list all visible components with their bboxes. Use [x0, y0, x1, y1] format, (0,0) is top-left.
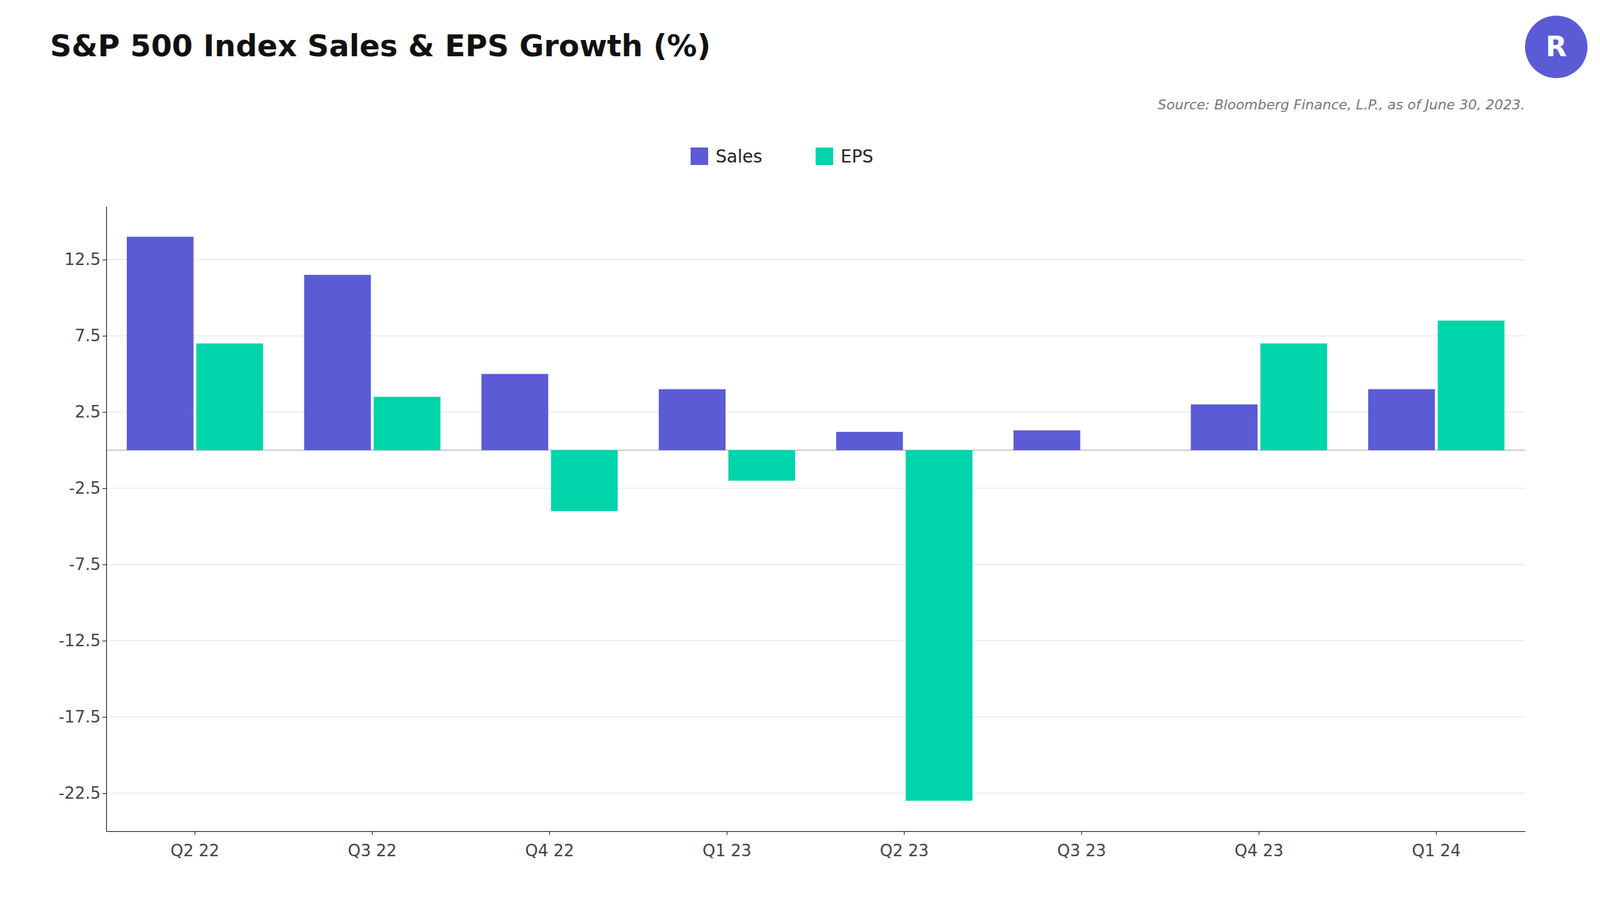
x-tick-label: Q2 23 [880, 841, 929, 860]
legend-swatch [690, 147, 709, 165]
x-tick-mark [726, 831, 728, 835]
bar [1013, 430, 1081, 451]
x-tick-mark [549, 831, 550, 835]
x-tick-label: Q1 24 [1411, 841, 1461, 860]
legend-label: EPS [840, 146, 874, 167]
grid-line [106, 716, 1525, 718]
y-tick: -17.5 [58, 707, 107, 727]
x-tick-mark [1436, 831, 1437, 835]
plot: -22.5 -17.5 -12.5 -7.5 -2.5 2.5 7.5 12.5 Q2 22 Q3… [58, 206, 1526, 861]
x-tick-label: Q2 22 [170, 841, 220, 860]
y-tick-mark [102, 640, 107, 642]
x-tick-mark [1081, 831, 1082, 835]
legend-item: Sales [690, 146, 763, 167]
y-tick: 2.5 [75, 402, 107, 422]
y-tick-label: -2.5 [68, 478, 101, 498]
series [126, 236, 1435, 450]
bar [373, 396, 441, 450]
y-tick-mark [102, 411, 107, 413]
logo-text: R [1545, 30, 1567, 63]
legend-item: EPS [815, 146, 874, 167]
y-tick: 12.5 [64, 250, 107, 269]
chart: S&P 500 Index Sales & EPS Growth (%) Sour… [0, 0, 1600, 900]
x-tick-mark [1258, 831, 1260, 835]
bar [126, 236, 194, 450]
y-tick-mark [102, 716, 107, 718]
bar [905, 450, 973, 801]
bar [1260, 343, 1328, 451]
legend: Sales EPS [690, 146, 874, 167]
bar [551, 450, 619, 512]
x-tick-mark [371, 831, 373, 835]
x-tick-label: Q3 22 [347, 841, 397, 860]
logo: R [1525, 15, 1588, 79]
grid-line [106, 793, 1525, 794]
y-tick-mark [102, 793, 107, 794]
source-note: Source: Bloomberg Finance, L.P., as of J… [1157, 96, 1525, 113]
grid-line [106, 640, 1525, 642]
bar [728, 450, 795, 481]
series [196, 320, 1505, 801]
x-tick-label: Q1 23 [702, 841, 752, 860]
bar [1190, 404, 1258, 450]
x-tick: Q1 24 [1411, 831, 1461, 860]
y-tick: -22.5 [58, 783, 107, 803]
y-tick: -12.5 [58, 631, 107, 650]
bar [304, 275, 372, 450]
x-axis-line [106, 831, 1526, 832]
x-tick: Q3 23 [1056, 831, 1106, 860]
grid-line [106, 564, 1525, 565]
legend-swatch [815, 147, 834, 165]
bar [658, 389, 726, 451]
legend-label: Sales [715, 146, 763, 167]
x-tick: Q2 22 [170, 831, 220, 860]
x-tick-mark [903, 831, 905, 835]
y-tick-mark [102, 488, 107, 489]
x-tick: Q4 22 [525, 831, 574, 860]
y-tick: -7.5 [68, 555, 107, 574]
bars [126, 236, 1505, 801]
x-tick: Q2 23 [880, 831, 929, 860]
y-tick-label: 7.5 [75, 326, 101, 345]
y-tick-mark [102, 259, 107, 260]
grid-line [106, 488, 1525, 489]
x-tick-label: Q3 23 [1056, 841, 1106, 860]
x-tick: Q1 23 [702, 831, 752, 860]
y-tick-label: -7.5 [68, 555, 101, 574]
x-axis: Q2 22 Q3 22 Q4 22 Q1 23 Q2 23 Q3 23 Q4 23 Q1 24 [106, 831, 1526, 860]
y-tick-mark [102, 564, 107, 565]
y-tick-mark [102, 335, 107, 337]
bar [196, 343, 264, 451]
y-tick-label: -22.5 [58, 783, 101, 803]
bar [1437, 320, 1505, 450]
y-tick-label: -12.5 [58, 631, 101, 650]
grid-line [106, 259, 1525, 260]
y-tick: 7.5 [75, 326, 107, 345]
y-tick-label: 12.5 [64, 250, 101, 269]
y-tick-label: -17.5 [58, 707, 101, 727]
x-tick-mark [194, 831, 195, 835]
bar [836, 431, 904, 450]
bar [1368, 389, 1435, 451]
title: S&P 500 Index Sales & EPS Growth (%) [50, 28, 711, 64]
x-tick-label: Q4 22 [525, 841, 574, 860]
x-tick: Q4 23 [1234, 831, 1284, 860]
bar [481, 373, 549, 450]
y-axis: -22.5 -17.5 -12.5 -7.5 -2.5 2.5 7.5 12.5 [58, 206, 107, 832]
logo-circle [1525, 15, 1588, 79]
y-tick: -2.5 [68, 478, 107, 498]
x-tick: Q3 22 [347, 831, 397, 860]
y-axis-line [106, 206, 107, 832]
grid [106, 259, 1525, 794]
y-tick-label: 2.5 [75, 402, 101, 422]
x-tick-label: Q4 23 [1234, 841, 1284, 860]
